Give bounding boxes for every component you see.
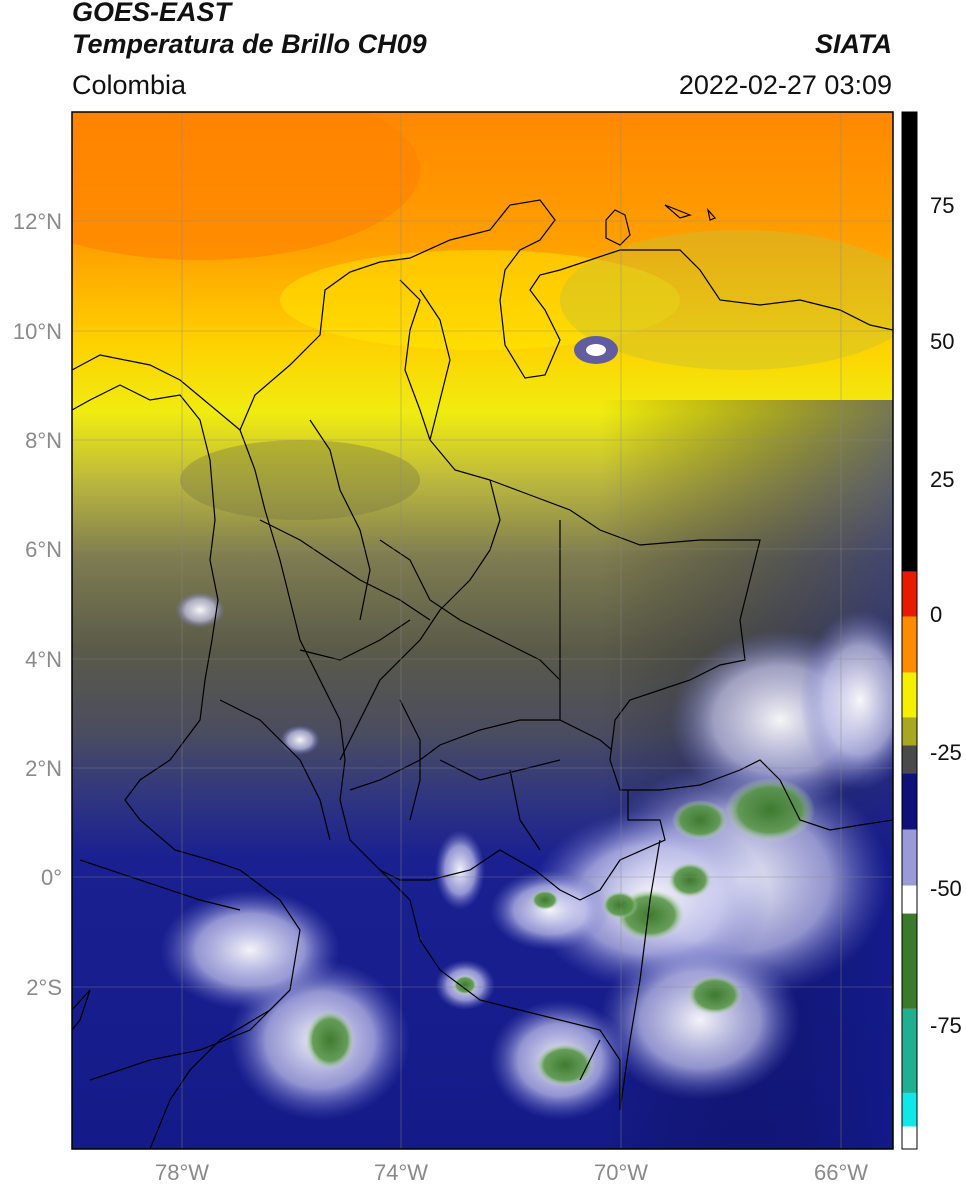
colorbar-tick-label: 75 xyxy=(930,193,954,218)
colorbar-frame xyxy=(901,111,918,1150)
longitude-labels: 78°W 74°W 70°W 66°W xyxy=(155,1160,868,1185)
latitude-labels: 12°N 10°N 8°N 6°N 4°N 2°N 0° 2°S xyxy=(13,209,62,1000)
lat-label: 2°S xyxy=(26,975,62,1000)
colorbar-segment xyxy=(902,616,917,673)
colorbar-segment xyxy=(902,885,917,914)
colorbar-tick-label: -50 xyxy=(930,876,962,901)
lat-label: 8°N xyxy=(25,428,62,453)
colorbar-segment xyxy=(902,1092,917,1127)
colorbar-segment xyxy=(902,829,917,886)
colorbar-segment xyxy=(902,1008,917,1093)
colorbar-tick-label: -25 xyxy=(930,740,962,765)
colorbar-segment xyxy=(902,1126,917,1149)
colorbar-segment xyxy=(902,773,917,830)
colorbar-segment xyxy=(902,571,917,617)
colorbar: 75 50 25 0 -25 -50 -75 xyxy=(901,111,962,1150)
colorbar-segment xyxy=(902,717,917,746)
lon-label: 74°W xyxy=(374,1160,428,1185)
colorbar-segments xyxy=(902,112,917,1149)
lon-label: 70°W xyxy=(594,1160,648,1185)
satellite-title: GOES-EAST xyxy=(72,0,232,27)
colorbar-tick-label: 50 xyxy=(930,329,954,354)
lon-label: 66°W xyxy=(814,1160,868,1185)
colorbar-segment xyxy=(902,913,917,1009)
lat-label: 6°N xyxy=(25,537,62,562)
colorbar-tick-label: 25 xyxy=(930,467,954,492)
colorbar-segment xyxy=(902,672,917,718)
map-frame xyxy=(71,111,894,1150)
lat-label: 0° xyxy=(41,865,62,890)
product-title: Temperatura de Brillo CH09 xyxy=(72,29,427,59)
lat-label: 10°N xyxy=(13,319,62,344)
colorbar-segment xyxy=(902,745,917,774)
satellite-imagery xyxy=(72,112,893,1149)
coastlines-and-borders xyxy=(72,199,893,1149)
lat-label: 2°N xyxy=(25,756,62,781)
colorbar-tick-label: 0 xyxy=(930,602,942,627)
graticule xyxy=(72,112,893,1149)
lon-label: 78°W xyxy=(155,1160,209,1185)
region-label: Colombia xyxy=(72,70,187,100)
organization-label: SIATA xyxy=(815,29,892,59)
colorbar-segment xyxy=(902,112,917,572)
lat-label: 12°N xyxy=(13,209,62,234)
colorbar-tick-label: -75 xyxy=(930,1013,962,1038)
datetime-label: 2022-02-27 03:09 xyxy=(678,70,892,100)
lat-label: 4°N xyxy=(25,647,62,672)
